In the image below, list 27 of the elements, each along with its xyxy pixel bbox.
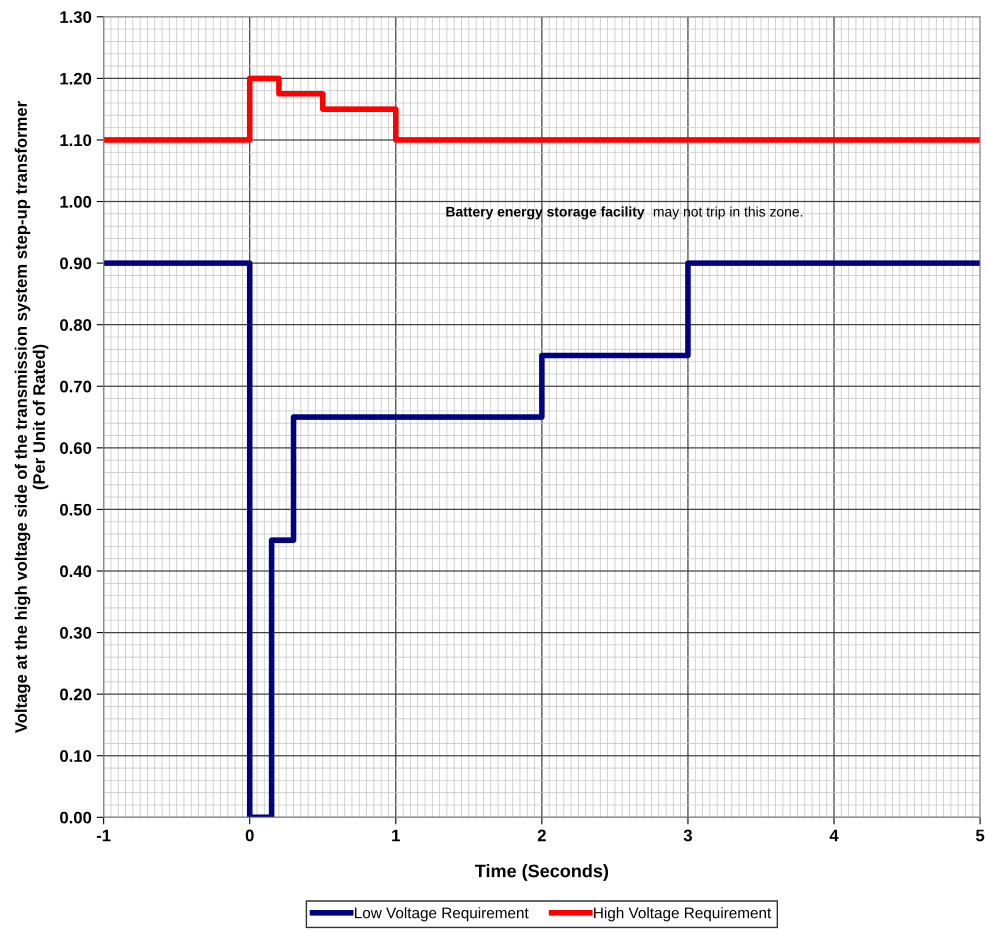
- y-tick-label: 0.90: [60, 258, 92, 270]
- y-tick-label: 1.10: [60, 134, 92, 146]
- legend-label: Low Voltage Requirement: [355, 907, 529, 922]
- y-tick-label: 1.00: [60, 196, 92, 208]
- annotation: Battery energy storage facility: [446, 206, 645, 220]
- y-tick-label: 0.80: [60, 319, 92, 331]
- x-tick-label: 4: [830, 830, 839, 842]
- legend-label: High Voltage Requirement: [594, 907, 772, 922]
- y-tick-label: 0.50: [60, 504, 92, 516]
- x-tick-label: 2: [538, 830, 546, 842]
- y-tick-label: 0.60: [60, 442, 92, 454]
- x-tick-label: 0: [246, 830, 254, 842]
- y-tick-label: 0.30: [60, 626, 92, 639]
- y-tick-label: 1.30: [60, 11, 92, 24]
- x-tick-label: 5: [976, 830, 984, 842]
- x-tick-label: 1: [392, 830, 400, 842]
- x-tick-label: 3: [684, 830, 692, 842]
- y-tick-label: 0.00: [60, 812, 92, 824]
- x-tick-label: -1: [96, 830, 111, 842]
- annotation: may not trip in this zone.: [654, 206, 802, 220]
- y-axis-title: Voltage at the high voltage side of the transmission system step-up transformer (Per Unit of Rated): [14, 101, 48, 734]
- y-tick-label: 0.20: [60, 688, 92, 700]
- y-tick-label: 0.40: [60, 565, 92, 578]
- y-tick-label: 0.10: [60, 750, 92, 762]
- y-tick-label: 1.20: [60, 72, 92, 85]
- y-tick-label: 0.70: [60, 380, 92, 392]
- x-axis-title: Time (Seconds): [475, 864, 608, 881]
